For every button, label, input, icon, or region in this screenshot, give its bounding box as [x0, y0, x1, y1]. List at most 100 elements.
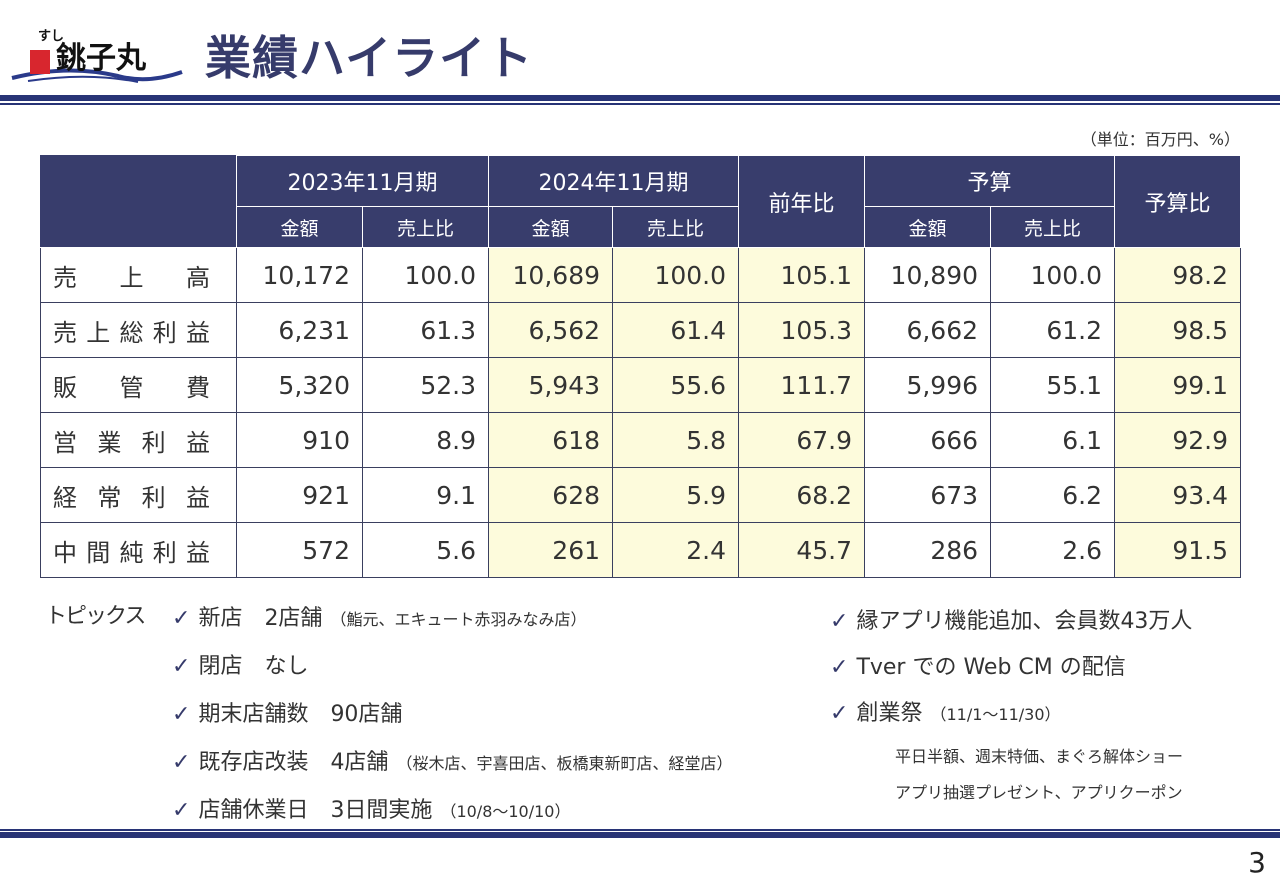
table-row: 中間純利益 572 5.6 261 2.4 45.7 286 2.6 91.5 [40, 522, 1242, 578]
topic-sub-item: 平日半額、週末特価、まぐろ解体ショー [895, 747, 1184, 766]
value-cell: 98.2 [1114, 247, 1242, 303]
topic-text: 新店 2店舗 [198, 606, 323, 631]
value-cell: 5.9 [612, 467, 740, 523]
subheader-amount: 金額 [864, 206, 992, 248]
value-cell: 6.1 [990, 412, 1116, 468]
value-cell: 921 [236, 467, 363, 523]
value-cell: 100.0 [361, 247, 490, 303]
row-label: 売上高 [40, 247, 237, 303]
table-row: 経常利益 921 9.1 628 5.9 68.2 673 6.2 93.4 [40, 467, 1242, 523]
topic-text: Tver での Web CM の配信 [856, 655, 1126, 680]
topic-text: 縁アプリ機能追加、会員数43万人 [856, 609, 1193, 634]
value-cell: 2.6 [990, 522, 1116, 578]
value-cell: 100.0 [612, 247, 740, 303]
topic-note: （桜木店、宇喜田店、板橋東新町店、経堂店） [396, 754, 733, 773]
topic-item: ✓ 店舗休業日 3日間実施 （10/8～10/10） [172, 792, 570, 824]
svg-text:銚子丸: 銚子丸 [56, 41, 146, 76]
topic-text: 店舗休業日 3日間実施 [198, 798, 433, 823]
value-cell: 8.9 [361, 412, 490, 468]
value-cell: 10,890 [864, 247, 992, 303]
row-label: 中間純利益 [40, 522, 237, 578]
value-cell: 98.5 [1114, 302, 1242, 358]
topic-note: （鮨元、エキュート赤羽みなみ店） [330, 610, 587, 629]
topic-text: 創業祭 [856, 701, 923, 726]
topic-note: （11/1～11/30） [930, 705, 1061, 724]
value-cell: 52.3 [361, 357, 490, 413]
value-cell: 9.1 [361, 467, 490, 523]
topics-label: トピックス [45, 604, 146, 629]
value-cell: 91.5 [1114, 522, 1242, 578]
value-cell: 111.7 [738, 357, 866, 413]
value-cell: 92.9 [1114, 412, 1242, 468]
topic-item: ✓ Tver での Web CM の配信 [830, 649, 1126, 681]
value-cell: 45.7 [738, 522, 866, 578]
topic-note: （10/8～10/10） [440, 802, 571, 821]
value-cell: 68.2 [738, 467, 866, 523]
topic-text: 期末店舗数 90店舗 [198, 702, 403, 727]
table-row: 営業利益 910 8.9 618 5.8 67.9 666 6.1 92.9 [40, 412, 1242, 468]
subheader-amount: 金額 [488, 206, 614, 248]
value-cell: 55.6 [612, 357, 740, 413]
value-cell: 10,689 [488, 247, 614, 303]
topic-item: ✓ 閉店 なし [172, 648, 308, 680]
value-cell: 286 [864, 522, 992, 578]
value-cell: 6,662 [864, 302, 992, 358]
subheader-ratio: 売上比 [612, 206, 740, 248]
topic-item: ✓ 期末店舗数 90店舗 [172, 696, 402, 728]
table-row: 売上総利益 6,231 61.3 6,562 61.4 105.3 6,662 61.2 98.… [40, 302, 1242, 358]
value-cell: 61.3 [361, 302, 490, 358]
topic-item: ✓ 縁アプリ機能追加、会員数43万人 [830, 603, 1192, 635]
value-cell: 666 [864, 412, 992, 468]
topic-item: ✓ 既存店改装 4店舗 （桜木店、宇喜田店、板橋東新町店、経堂店） [172, 744, 732, 776]
subheader-ratio: 売上比 [990, 206, 1116, 248]
value-cell: 10,172 [236, 247, 363, 303]
value-cell: 6,562 [488, 302, 614, 358]
footer-divider [0, 832, 1280, 838]
header-fy2024: 2024年11月期 [488, 155, 740, 207]
value-cell: 618 [488, 412, 614, 468]
topic-item: ✓ 新店 2店舗 （鮨元、エキュート赤羽みなみ店） [172, 600, 586, 632]
row-label: 経常利益 [40, 467, 237, 523]
header-divider-thin [0, 103, 1280, 105]
value-cell: 5,996 [864, 357, 992, 413]
value-cell: 673 [864, 467, 992, 523]
value-cell: 910 [236, 412, 363, 468]
page-title: 業績ハイライト [205, 31, 534, 85]
check-icon: ✓ [172, 750, 191, 775]
value-cell: 100.0 [990, 247, 1116, 303]
company-logo: すし 銚子丸 [8, 26, 184, 86]
table-row: 売上高 10,172 100.0 10,689 100.0 105.1 10,890 100.… [40, 247, 1242, 303]
value-cell: 5,320 [236, 357, 363, 413]
header-fy2023: 2023年11月期 [235, 155, 490, 207]
value-cell: 2.4 [612, 522, 740, 578]
value-cell: 105.3 [738, 302, 866, 358]
check-icon: ✓ [830, 655, 849, 680]
check-icon: ✓ [172, 654, 191, 679]
topic-text: 既存店改装 4店舗 [198, 750, 389, 775]
value-cell: 6,231 [236, 302, 363, 358]
svg-text:すし: すし [38, 29, 64, 44]
value-cell: 628 [488, 467, 614, 523]
value-cell: 55.1 [990, 357, 1116, 413]
header-yoy: 前年比 [738, 155, 866, 248]
check-icon: ✓ [830, 701, 849, 726]
value-cell: 93.4 [1114, 467, 1242, 523]
results-table: 2023年11月期 2024年11月期 前年比 予算 予算比 金額 売上比 金額… [40, 155, 1242, 578]
footer-divider-thin [0, 829, 1280, 831]
value-cell: 261 [488, 522, 614, 578]
value-cell: 105.1 [738, 247, 866, 303]
value-cell: 61.2 [990, 302, 1116, 358]
unit-note: （単位：百万円、%） [1080, 130, 1240, 149]
value-cell: 61.4 [612, 302, 740, 358]
value-cell: 99.1 [1114, 357, 1242, 413]
value-cell: 5.6 [361, 522, 490, 578]
value-cell: 6.2 [990, 467, 1116, 523]
check-icon: ✓ [172, 606, 191, 631]
value-cell: 5.8 [612, 412, 740, 468]
topic-sub-item: アプリ抽選プレゼント、アプリクーポン [895, 783, 1183, 802]
table-row: 販管費 5,320 52.3 5,943 55.6 111.7 5,996 55.1 99.1 [40, 357, 1242, 413]
header-budget: 予算 [864, 155, 1116, 207]
row-label: 販管費 [40, 357, 237, 413]
corner-cell [40, 155, 237, 248]
header-divider [0, 95, 1280, 101]
